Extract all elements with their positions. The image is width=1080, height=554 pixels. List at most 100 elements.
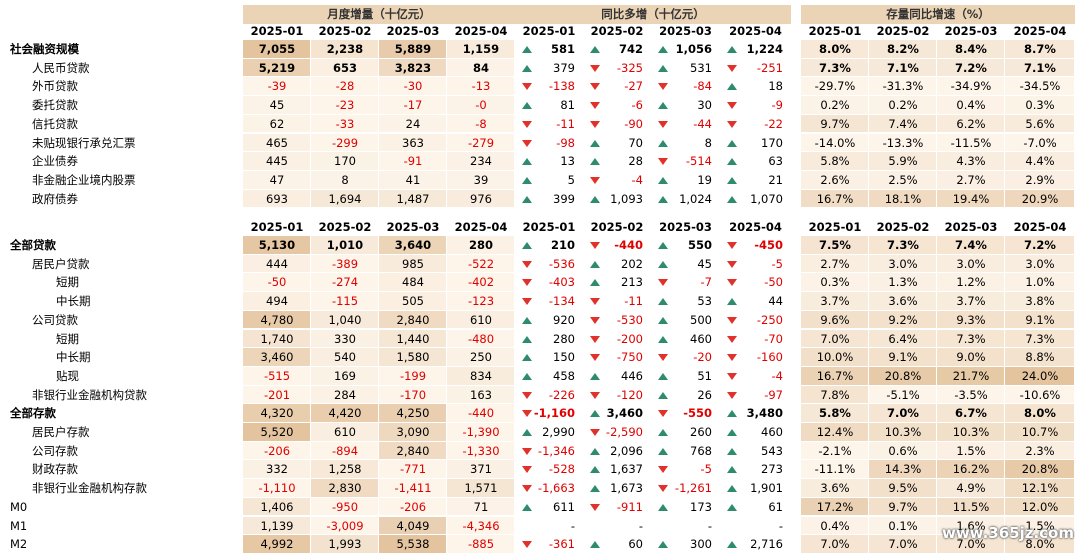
cell-background — [243, 170, 310, 189]
monthly-value: 465 — [266, 135, 288, 150]
arrow-up-icon — [658, 102, 668, 110]
arrow-up-icon — [590, 410, 600, 418]
monthly-value: -1,110 — [258, 481, 296, 496]
arrow-up-icon — [522, 46, 532, 53]
row-label: 中长期 — [56, 350, 91, 365]
monthly-value: 1,406 — [260, 499, 294, 514]
arrow-up-icon — [727, 195, 737, 203]
yoy-value: -1,261 — [674, 481, 712, 496]
yoy-value: 26 — [697, 387, 712, 402]
monthly-value: -1,330 — [462, 443, 500, 458]
monthly-value: 1,010 — [326, 238, 364, 252]
growth-value: 9.5% — [888, 481, 918, 496]
yoy-value: -550 — [683, 406, 712, 421]
arrow-up-icon — [590, 541, 600, 549]
arrow-down-icon — [727, 102, 737, 110]
cell-background — [937, 58, 1004, 77]
yoy-value: 150 — [553, 350, 575, 365]
cell-background — [311, 460, 378, 479]
cell-background — [311, 189, 378, 208]
cell-background — [243, 310, 310, 329]
arrow-down-icon — [727, 316, 737, 324]
cell-background — [937, 114, 1004, 133]
growth-value: 1.6% — [956, 518, 986, 533]
row-label: M1 — [10, 518, 28, 533]
cell-background — [937, 152, 1004, 170]
cell-background — [801, 273, 868, 292]
arrow-up-icon — [590, 447, 600, 455]
arrow-down-icon — [590, 176, 600, 184]
growth-value: 14.3% — [884, 462, 922, 477]
cell-background — [1005, 366, 1074, 385]
arrow-down-icon — [522, 410, 532, 418]
cell-background — [1005, 189, 1074, 208]
cell-background — [379, 385, 446, 404]
monthly-value: 4,992 — [260, 537, 294, 552]
cell-background — [379, 441, 446, 460]
growth-value: 12.4% — [816, 425, 854, 439]
growth-value: 5.8% — [819, 406, 851, 421]
growth-value: 7.4% — [888, 116, 918, 131]
cell-background — [869, 479, 936, 497]
yoy-value: 1,901 — [750, 481, 783, 496]
monthly-value: 250 — [470, 350, 492, 365]
yoy-value: -4 — [631, 172, 643, 187]
arrow-up-icon — [727, 46, 737, 53]
arrow-down-icon — [658, 158, 668, 166]
cell-background — [379, 189, 446, 208]
arrow-down-icon — [658, 120, 668, 128]
growth-value: 9.1% — [1025, 312, 1055, 327]
monthly-value: 444 — [266, 256, 288, 271]
growth-value: 3.0% — [1025, 256, 1055, 271]
row-label: 信托贷款 — [32, 116, 78, 131]
arrow-down-icon — [522, 83, 532, 91]
yoy-value: 28 — [628, 154, 643, 169]
cell-background — [243, 329, 310, 348]
cell-background — [1005, 114, 1074, 133]
arrow-up-icon — [658, 391, 668, 399]
monthly-value: -170 — [399, 387, 427, 402]
yoy-value: 1,673 — [610, 481, 643, 496]
growth-value: 3.8% — [1025, 294, 1055, 309]
cell-background — [937, 348, 1004, 366]
monthly-value: -402 — [467, 275, 495, 290]
growth-value: 8.0% — [1024, 406, 1056, 421]
yoy-value: 446 — [621, 368, 643, 383]
growth-value: -11.1% — [814, 462, 856, 477]
monthly-value: -13 — [471, 79, 491, 94]
yoy-value: -84 — [693, 79, 712, 94]
cell-background — [801, 292, 868, 310]
growth-value: -13.3% — [882, 135, 924, 150]
cell-background — [937, 423, 1004, 441]
arrow-down-icon — [727, 354, 737, 362]
growth-value: 7.4% — [955, 238, 987, 252]
cell-background — [447, 292, 514, 310]
yoy-value: -1,160 — [533, 406, 575, 421]
growth-value: 4.4% — [1025, 154, 1055, 169]
cell-background — [447, 479, 514, 497]
yoy-value: -911 — [616, 499, 643, 514]
arrow-up-icon — [590, 466, 600, 474]
monthly-value: 8 — [341, 172, 349, 187]
arrow-up-icon — [590, 139, 600, 147]
monthly-value: 284 — [334, 387, 356, 402]
yoy-value: 213 — [621, 275, 643, 290]
row-label: 居民户贷款 — [32, 256, 90, 271]
arrow-up-icon — [727, 83, 737, 91]
t1-yoy-month-header: 2025-02 — [590, 24, 644, 38]
arrow-up-icon — [727, 176, 737, 184]
cell-background — [311, 114, 378, 133]
monthly-value: 494 — [266, 294, 288, 309]
cell-background — [447, 385, 514, 404]
cell-background — [379, 348, 446, 366]
cell-background — [869, 152, 936, 170]
cell-background — [801, 77, 868, 96]
cell-background — [379, 58, 446, 77]
growth-value: 2.5% — [888, 172, 918, 187]
cell-background — [869, 348, 936, 366]
yoy-value: -138 — [548, 79, 575, 94]
cell-background — [937, 133, 1004, 152]
growth-value: 9.7% — [888, 499, 918, 514]
cell-background — [243, 77, 310, 96]
growth-value: 5.6% — [1025, 116, 1055, 131]
